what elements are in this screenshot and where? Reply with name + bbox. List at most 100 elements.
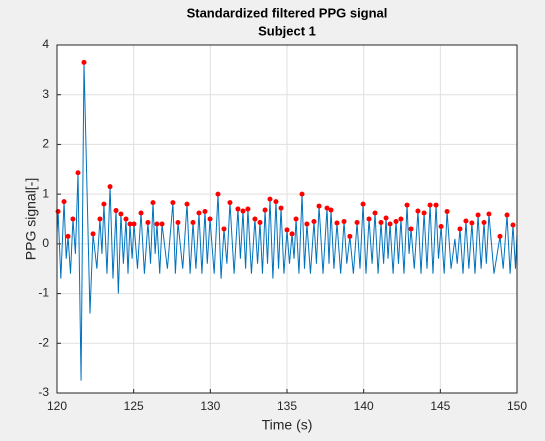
peak-marker — [240, 208, 246, 214]
x-tick-label: 130 — [200, 399, 220, 413]
peak-marker — [324, 205, 330, 211]
peak-marker — [175, 219, 181, 225]
peak-marker — [90, 231, 96, 237]
peak-marker — [190, 219, 196, 225]
peak-marker — [328, 207, 334, 213]
x-tick-label: 125 — [124, 399, 144, 413]
peak-marker — [457, 226, 463, 232]
peak-marker — [207, 216, 213, 222]
peak-marker — [123, 216, 129, 222]
peak-marker — [415, 208, 421, 214]
peak-marker — [65, 233, 71, 239]
peak-marker — [278, 205, 284, 211]
peak-marker — [154, 221, 160, 227]
peak-marker — [404, 202, 410, 208]
chart-subtitle: Subject 1 — [258, 23, 316, 38]
peak-marker — [475, 212, 481, 218]
peak-marker — [55, 209, 61, 215]
peak-marker — [372, 210, 378, 216]
y-tick-label: -2 — [38, 335, 49, 349]
peak-marker — [273, 199, 279, 205]
peak-marker — [257, 219, 263, 225]
peak-marker — [311, 218, 317, 224]
peak-marker — [97, 216, 103, 222]
peak-marker — [150, 200, 156, 206]
y-tick-label: 0 — [42, 236, 49, 250]
peak-marker — [360, 201, 366, 207]
peak-marker — [215, 191, 221, 197]
peak-marker — [159, 221, 165, 227]
peak-marker — [235, 206, 241, 212]
peak-marker — [81, 59, 87, 65]
peak-marker — [497, 233, 503, 239]
y-tick-label: 3 — [42, 87, 49, 101]
peak-marker — [366, 216, 372, 222]
peak-marker — [75, 170, 81, 176]
peak-marker — [463, 218, 469, 224]
peak-marker — [354, 219, 360, 225]
y-axis-label: PPG signal[-] — [23, 178, 39, 260]
peak-marker — [138, 210, 144, 216]
peak-marker — [127, 221, 133, 227]
peak-marker — [184, 201, 190, 207]
x-tick-label: 140 — [354, 399, 374, 413]
peak-marker — [469, 220, 475, 226]
x-tick-label: 135 — [277, 399, 297, 413]
peak-marker — [341, 218, 347, 224]
peak-marker — [427, 202, 433, 208]
x-axis-label: Time (s) — [262, 417, 313, 433]
peak-marker — [101, 201, 107, 207]
peak-marker — [398, 216, 404, 222]
peak-marker — [289, 231, 295, 237]
peak-marker — [293, 216, 299, 222]
peak-marker — [347, 233, 353, 239]
peak-marker — [444, 209, 450, 215]
y-tick-label: -3 — [38, 385, 49, 399]
peak-marker — [61, 199, 67, 205]
peak-marker — [245, 206, 251, 212]
peak-marker — [202, 209, 208, 215]
signal-line — [56, 62, 518, 381]
peak-marker — [510, 222, 516, 228]
peak-marker — [393, 218, 399, 224]
y-tick-label: 4 — [42, 37, 49, 51]
peak-marker — [284, 227, 290, 233]
peak-marker — [170, 200, 176, 206]
peak-marker — [438, 223, 444, 229]
peak-marker — [252, 216, 258, 222]
peak-marker — [481, 219, 487, 225]
peak-marker — [227, 200, 233, 206]
peak-marker — [118, 211, 124, 217]
chart-title: Standardized filtered PPG signal — [187, 5, 388, 20]
y-tick-label: 1 — [42, 186, 49, 200]
x-tick-label: 150 — [507, 399, 527, 413]
peak-marker — [383, 215, 389, 221]
peak-marker — [486, 211, 492, 217]
peak-marker — [221, 226, 227, 232]
axes-box — [56, 44, 518, 394]
peak-marker — [196, 210, 202, 216]
peak-marker — [421, 210, 427, 216]
peak-marker — [145, 219, 151, 225]
y-tick-label: -1 — [38, 286, 49, 300]
x-tick-label: 120 — [47, 399, 67, 413]
peak-marker — [316, 203, 322, 209]
peak-marker — [378, 219, 384, 225]
peak-marker — [433, 202, 439, 208]
x-tick-label: 145 — [430, 399, 450, 413]
peak-marker — [107, 184, 113, 190]
peak-marker — [70, 216, 76, 222]
peak-marker — [387, 221, 393, 227]
peak-marker — [334, 220, 340, 226]
peak-marker — [504, 212, 510, 218]
peak-marker — [267, 196, 273, 202]
peak-marker — [262, 207, 268, 213]
peak-marker — [299, 191, 305, 197]
peak-marker — [131, 221, 137, 227]
y-tick-label: 2 — [42, 137, 49, 151]
peak-marker — [113, 208, 119, 214]
peak-marker — [304, 221, 310, 227]
peak-marker — [408, 226, 414, 232]
